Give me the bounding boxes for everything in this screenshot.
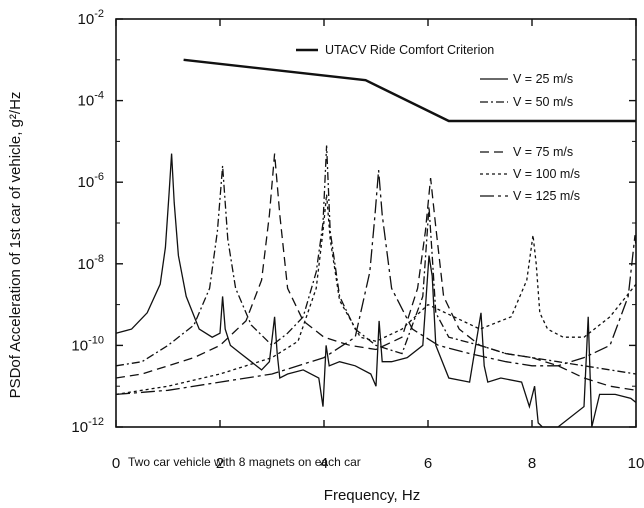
y-tick-base: 10 bbox=[71, 337, 88, 354]
y-tick-label: 10-2 bbox=[78, 8, 104, 28]
y-axis-label: PSDof Acceleration of 1st car of vehicle… bbox=[7, 92, 24, 399]
legend-label-1: V = 25 m/s bbox=[513, 72, 573, 86]
y-tick-base: 10 bbox=[78, 93, 95, 110]
y-tick-exponent: -12 bbox=[88, 416, 104, 428]
y-tick-base: 10 bbox=[78, 174, 95, 191]
y-tick-label: 10-6 bbox=[78, 171, 104, 191]
y-tick-base: 10 bbox=[78, 256, 95, 273]
x-tick-label: 4 bbox=[320, 455, 328, 472]
y-tick-exponent: -2 bbox=[94, 8, 104, 20]
y-tick-base: 10 bbox=[78, 11, 95, 28]
series-line-5 bbox=[115, 169, 637, 396]
legend-label-2: V = 50 m/s bbox=[513, 95, 573, 109]
x-axis-label: Frequency, Hz bbox=[324, 487, 420, 504]
legend-label-5: V = 125 m/s bbox=[513, 189, 580, 203]
y-axis-title: PSDof Acceleration of 1st car of vehicle… bbox=[7, 92, 24, 399]
legend-label-3: V = 75 m/s bbox=[513, 145, 573, 159]
x-tick-label: 2 bbox=[216, 455, 224, 472]
plot-frame bbox=[115, 18, 637, 428]
series-lines bbox=[115, 145, 637, 428]
series-line-1 bbox=[115, 153, 637, 428]
criterion-line bbox=[183, 58, 636, 123]
series-line-4 bbox=[115, 194, 637, 396]
y-tick-base: 10 bbox=[71, 419, 88, 436]
y-tick-exponent: -6 bbox=[94, 171, 104, 183]
y-tick-label: 10-12 bbox=[71, 416, 104, 436]
y-tick-label: 10-10 bbox=[71, 334, 104, 354]
series-line-3 bbox=[115, 153, 637, 391]
legend: UTACV Ride Comfort Criterion V = 25 m/s V … bbox=[296, 43, 580, 203]
y-tick-exponent: -10 bbox=[88, 334, 104, 346]
legend-label-4: V = 100 m/s bbox=[513, 167, 580, 181]
legend-label-criterion: UTACV Ride Comfort Criterion bbox=[325, 43, 494, 57]
x-tick-label: 10 bbox=[628, 455, 644, 472]
y-tick-label: 10-8 bbox=[78, 253, 104, 273]
annotation-text: Two car vehicle with 8 magnets on each c… bbox=[128, 455, 361, 469]
y-tick-label: 10-4 bbox=[78, 90, 104, 110]
x-tick-label: 8 bbox=[528, 455, 536, 472]
x-tick-label: 6 bbox=[424, 455, 432, 472]
x-tick-label: 0 bbox=[112, 455, 120, 472]
y-tick-exponent: -4 bbox=[94, 90, 104, 102]
y-tick-exponent: -8 bbox=[94, 253, 104, 265]
